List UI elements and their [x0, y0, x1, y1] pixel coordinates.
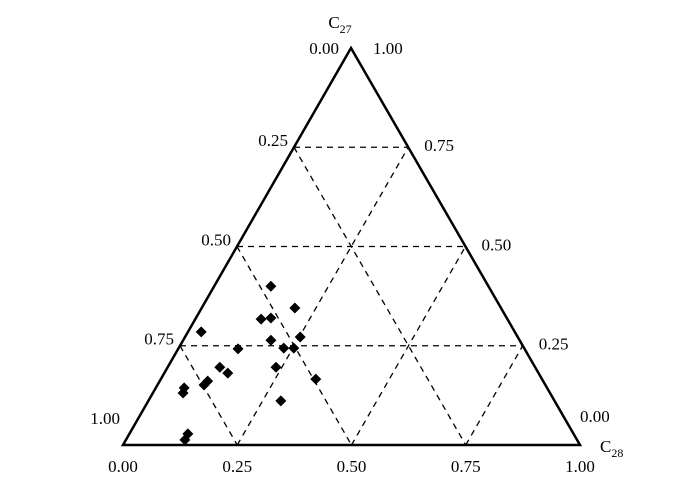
left-tick-label: 0.75: [144, 330, 174, 349]
data-point: [214, 361, 226, 373]
left-tick-label: 0.00: [309, 39, 339, 58]
grid-line: [236, 146, 409, 446]
data-point: [265, 312, 277, 324]
bottom-tick-label: 1.00: [565, 457, 595, 476]
left-tick-label: 0.25: [258, 131, 288, 150]
right-tick-label: 1.00: [373, 39, 403, 58]
bottom-tick-label: 0.00: [108, 457, 138, 476]
data-point: [294, 331, 306, 343]
data-point: [310, 373, 322, 385]
data-point: [198, 379, 210, 391]
data-point: [195, 326, 207, 338]
left-tick-label: 0.50: [201, 230, 231, 249]
left-tick-label: 1.00: [90, 409, 120, 428]
right-tick-label: 0.75: [424, 136, 454, 155]
grid-line: [179, 345, 238, 446]
data-point: [255, 313, 267, 325]
data-point: [177, 387, 189, 399]
right-tick-label: 0.25: [539, 335, 569, 354]
data-point: [265, 334, 277, 346]
data-point: [232, 343, 244, 355]
bottom-tick-label: 0.50: [337, 457, 367, 476]
right-tick-label: 0.00: [580, 407, 610, 426]
data-point: [270, 361, 282, 373]
data-point: [222, 367, 234, 379]
data-point: [278, 342, 290, 354]
data-point: [289, 302, 301, 314]
grid-line: [350, 246, 467, 446]
top-axis-label: C27: [328, 13, 351, 36]
data-point: [265, 280, 277, 292]
bottom-tick-label: 0.75: [451, 457, 481, 476]
bottom-axis-label: C28: [600, 437, 623, 460]
grid-line: [293, 146, 467, 446]
grid-line: [465, 345, 524, 446]
data-point: [288, 342, 300, 354]
bottom-tick-label: 0.25: [222, 457, 252, 476]
right-tick-label: 0.50: [482, 235, 512, 254]
data-point: [275, 395, 287, 407]
data-point: [179, 434, 191, 446]
